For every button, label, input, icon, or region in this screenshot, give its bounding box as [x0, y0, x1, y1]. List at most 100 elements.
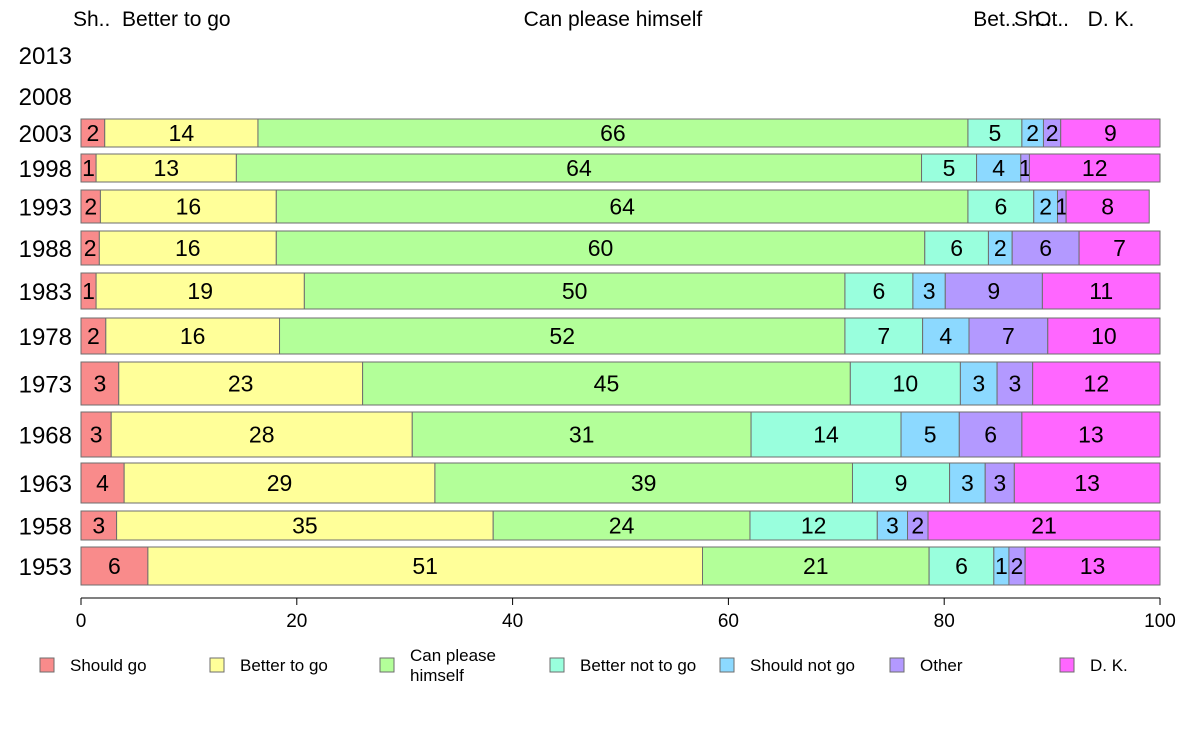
bar-1988-other [1011, 230, 1080, 266]
bar-1963-better-to-go [123, 462, 436, 504]
value-label-1968-6: 6 [984, 422, 997, 448]
bar-1973-should-not-go [959, 361, 998, 406]
legend-swatch-other [889, 657, 905, 673]
bar-1998-d-k- [1028, 153, 1161, 183]
value-label-1983-1: 1 [82, 278, 95, 304]
bar-1993-better-to-go [99, 189, 277, 224]
bar-1958-d-k- [927, 510, 1161, 541]
year-label-2013: 2013 [19, 43, 72, 70]
x-tick-label-100: 100 [1144, 611, 1176, 632]
value-label-2003-2: 14 [169, 120, 195, 146]
year-label-1973: 1973 [19, 372, 72, 399]
value-label-1983-2: 19 [187, 278, 213, 304]
value-label-1998-6: 1 [1019, 155, 1032, 181]
bar-1968-other [958, 411, 1023, 458]
value-label-1988-6: 6 [1039, 235, 1052, 261]
value-label-2003-6: 2 [1046, 120, 1059, 146]
value-label-1988-7: 7 [1113, 235, 1126, 261]
bar-1968-should-not-go [900, 411, 960, 458]
value-label-1968-3: 31 [569, 422, 595, 448]
value-label-1998-5: 4 [992, 155, 1005, 181]
value-label-1953-5: 1 [995, 553, 1008, 579]
value-label-1988-5: 2 [994, 235, 1007, 261]
year-label-1983: 1983 [19, 279, 72, 306]
bar-1993-can-please-himself [275, 189, 969, 224]
bar-1978-d-k- [1047, 317, 1161, 355]
bar-2003-better-to-go [104, 118, 259, 148]
bar-1983-better-not-to-go [844, 272, 914, 310]
bar-1963-d-k- [1013, 462, 1161, 504]
bar-1958-should-go [80, 510, 118, 541]
value-label-1978-7: 10 [1091, 323, 1117, 349]
year-label-1988: 1988 [19, 236, 72, 263]
bar-1953-can-please-himself [702, 546, 930, 586]
value-label-1993-4: 6 [994, 194, 1007, 220]
year-label-1953: 1953 [19, 554, 72, 581]
value-label-1973-7: 12 [1084, 371, 1110, 397]
value-label-1968-1: 3 [90, 422, 103, 448]
value-label-1968-4: 14 [813, 422, 839, 448]
value-label-1953-6: 2 [1011, 553, 1024, 579]
value-label-1963-4: 9 [895, 470, 908, 496]
year-labels: 2013 2008 2003 1998 1993 1988 1983 1978 1973 1968… [19, 43, 72, 581]
value-label-1983-4: 6 [873, 278, 886, 304]
bar-1968-better-to-go [110, 411, 413, 458]
value-label-1978-6: 7 [1002, 323, 1015, 349]
top-label-3: Can please himself [524, 8, 703, 31]
value-label-1963-7: 13 [1074, 470, 1100, 496]
top-label-7: D. K. [1088, 8, 1135, 31]
year-label-1958: 1958 [19, 514, 72, 541]
value-label-1973-6: 3 [1008, 371, 1021, 397]
legend-swatch-better-not-to-go [549, 657, 565, 673]
value-label-1978-4: 7 [877, 323, 890, 349]
legend: Should go Better to go Can please himself Be… [39, 646, 1128, 685]
value-label-1958-3: 24 [609, 513, 635, 539]
year-label-1998: 1998 [19, 156, 72, 183]
value-label-1953-7: 13 [1080, 553, 1106, 579]
value-label-1993-7: 8 [1101, 194, 1114, 220]
bar-1963-can-please-himself [434, 462, 853, 504]
value-label-1958-7: 21 [1031, 513, 1057, 539]
legend-label-other: Other [920, 656, 963, 675]
year-label-1978: 1978 [19, 324, 72, 351]
x-tick-label-80: 80 [934, 611, 955, 632]
value-label-1983-3: 50 [562, 278, 588, 304]
bar-1958-better-not-to-go [749, 510, 878, 541]
value-label-1973-4: 10 [893, 371, 919, 397]
bar-1973-other [996, 361, 1034, 406]
top-series-labels: Sh.. Better to go Can please himself Bet..S… [73, 8, 1134, 31]
bar-1983-can-please-himself [303, 272, 846, 310]
bar-1978-should-go [80, 317, 107, 355]
bar-1973-can-please-himself [362, 361, 851, 406]
legend-label-can-please-himself: Can please himself [410, 646, 496, 685]
value-label-1988-2: 16 [175, 235, 201, 261]
legend-label-better-not-to-go: Better not to go [580, 656, 696, 675]
value-label-1993-6: 1 [1055, 194, 1068, 220]
value-label-1978-5: 4 [939, 323, 952, 349]
value-label-1998-2: 13 [153, 155, 179, 181]
value-label-2003-4: 5 [989, 120, 1002, 146]
bar-1973-better-not-to-go [849, 361, 961, 406]
top-label-1: Sh.. [73, 8, 110, 31]
value-label-1993-3: 64 [609, 194, 635, 220]
value-label-1963-6: 3 [993, 470, 1006, 496]
bar-1963-should-go [80, 462, 125, 504]
bar-1983-better-to-go [95, 272, 305, 310]
bar-1988-better-to-go [98, 230, 277, 266]
x-axis: 0 20 40 60 80 100 [76, 597, 1176, 632]
top-label-6: Ot.. [1035, 8, 1069, 31]
value-label-1998-3: 64 [566, 155, 592, 181]
x-tick-label-20: 20 [286, 611, 307, 632]
value-label-2003-7: 9 [1104, 120, 1117, 146]
value-label-1993-5: 2 [1039, 194, 1052, 220]
value-label-1953-1: 6 [108, 553, 121, 579]
value-label-1958-1: 3 [92, 513, 105, 539]
bar-1953-better-to-go [147, 546, 704, 586]
value-label-1973-2: 23 [228, 371, 254, 397]
value-label-1963-5: 3 [961, 470, 974, 496]
bar-1993-d-k- [1065, 189, 1150, 224]
value-label-1963-1: 4 [96, 470, 109, 496]
legend-swatch-should-not-go [719, 657, 735, 673]
value-label-1973-5: 3 [972, 371, 985, 397]
value-label-1968-7: 13 [1078, 422, 1104, 448]
